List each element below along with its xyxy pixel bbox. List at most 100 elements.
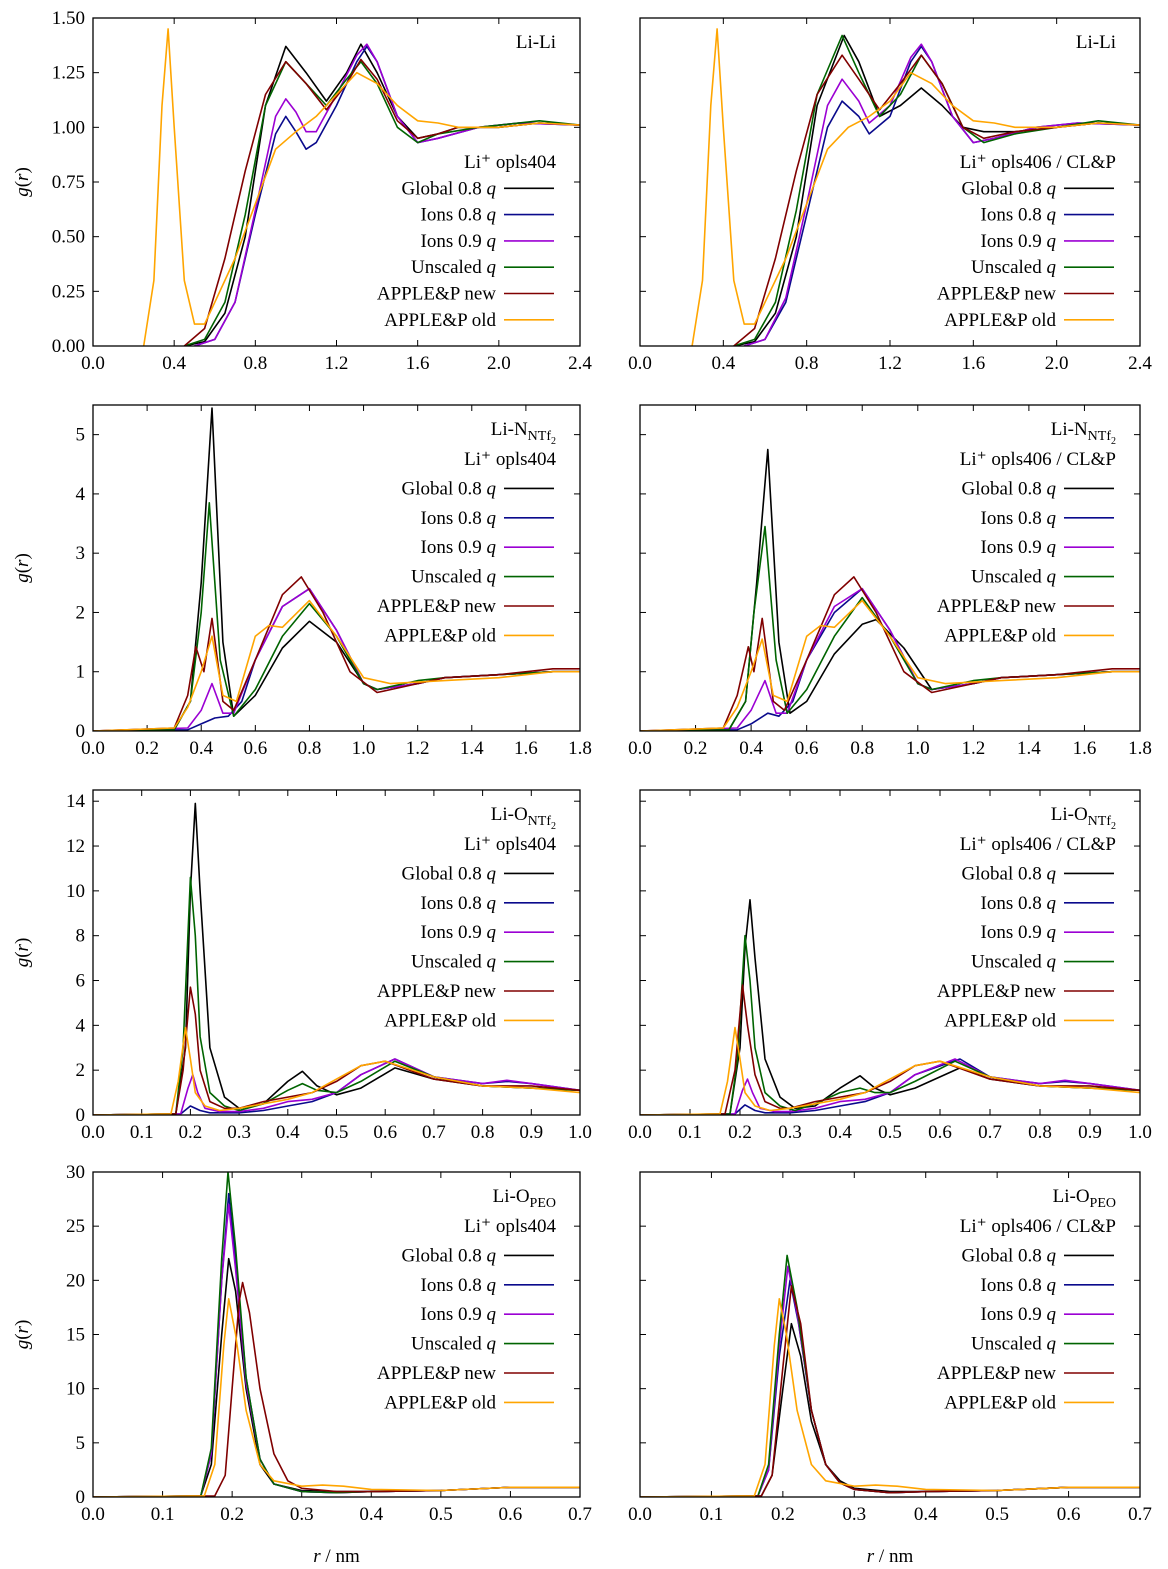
x-tick-label: 0.5 bbox=[878, 1122, 902, 1143]
legend-text: Global 0.8 bbox=[402, 178, 487, 199]
series-line-2 bbox=[93, 587, 580, 731]
plot-frame bbox=[639, 404, 1141, 732]
legend-text-q: q bbox=[1047, 922, 1057, 943]
legend-label-5: APPLE&P new bbox=[377, 981, 496, 1002]
x-tick-label: 0.4 bbox=[162, 353, 186, 374]
legend-label-1: Global 0.8 q bbox=[402, 863, 497, 884]
y-label-paren: ) bbox=[12, 938, 33, 944]
y-label-paren: ) bbox=[12, 1320, 33, 1326]
legend-text: Ions 0.8 bbox=[421, 1275, 487, 1296]
panel-subtitle: Li⁺ opls404 bbox=[464, 834, 556, 855]
x-tick-label: 0.0 bbox=[628, 1504, 652, 1525]
x-tick-label: 0.1 bbox=[700, 1504, 724, 1525]
legend-label-1: Global 0.8 q bbox=[962, 478, 1057, 499]
series-line-6 bbox=[93, 599, 580, 731]
legend-text-q: q bbox=[1047, 1245, 1057, 1266]
legend-label-2: Ions 0.8 q bbox=[981, 205, 1057, 226]
legend-text: Global 0.8 bbox=[962, 478, 1047, 499]
legend-text: Global 0.8 bbox=[962, 178, 1047, 199]
legend-label-3: Ions 0.9 q bbox=[981, 1304, 1057, 1325]
panel-title: Li-NNTf2 bbox=[1051, 419, 1116, 447]
x-tick-label: 0.3 bbox=[778, 1122, 802, 1143]
y-label-paren: ( bbox=[12, 1333, 33, 1339]
x-tick-label: 0.8 bbox=[471, 1122, 495, 1143]
series-group bbox=[93, 802, 580, 1115]
x-tick-label: 0.2 bbox=[684, 738, 708, 759]
panel-subtitle: Li⁺ opls406 / CL&P bbox=[960, 1216, 1116, 1237]
legend-text: Ions 0.8 bbox=[421, 205, 487, 226]
y-tick-label: 1.25 bbox=[52, 63, 85, 84]
legend-text: Unscaled bbox=[411, 1334, 486, 1355]
series-line-5 bbox=[640, 576, 1140, 731]
x-tick-label: 0.2 bbox=[179, 1122, 203, 1143]
panel-title-main: Li-O bbox=[493, 1186, 530, 1207]
x-tick-label: 0.8 bbox=[243, 353, 267, 374]
legend-text-q: q bbox=[1047, 567, 1057, 588]
series-line-1 bbox=[93, 1257, 580, 1497]
legend-label-2: Ions 0.8 q bbox=[981, 508, 1057, 529]
x-tick-label: 0.4 bbox=[189, 738, 213, 759]
legend-text: APPLE&P new bbox=[937, 284, 1056, 305]
legend-text: APPLE&P old bbox=[944, 310, 1056, 331]
legend-text-q: q bbox=[1047, 863, 1057, 884]
panel-1: 0.0 0.4 0.8 1.2 1.6 2.0 2.4 0.00 0.25 0.50 0.75 1.0… bbox=[12, 8, 592, 374]
panel-title-main: Li-O bbox=[1053, 1186, 1090, 1207]
legend-text: Unscaled bbox=[971, 257, 1046, 278]
x-label-r: r bbox=[313, 1546, 321, 1567]
plot-frame bbox=[639, 789, 1141, 1116]
legend-label-1: Global 0.8 q bbox=[962, 178, 1057, 199]
series-line-6 bbox=[93, 1298, 580, 1497]
y-axis-label: g(r) bbox=[12, 938, 33, 968]
series-line-4 bbox=[640, 1254, 1140, 1497]
x-tick-label: 2.0 bbox=[1045, 353, 1069, 374]
series-line-4 bbox=[184, 60, 580, 346]
y-label-paren: ( bbox=[12, 181, 33, 187]
series-line-3 bbox=[93, 587, 580, 731]
legend-text-q: q bbox=[1047, 1334, 1057, 1355]
x-tick-label: 0.0 bbox=[81, 738, 105, 759]
y-label-paren: ( bbox=[12, 567, 33, 573]
legend-text: Ions 0.9 bbox=[421, 537, 487, 558]
panel-title-main: Li-N bbox=[491, 419, 528, 440]
x-tick-label: 0.4 bbox=[276, 1122, 300, 1143]
plot-frame bbox=[92, 17, 581, 347]
y-label-paren: ) bbox=[12, 167, 33, 173]
y-tick-label: 0.00 bbox=[52, 336, 85, 357]
legend-label-3: Ions 0.9 q bbox=[981, 537, 1057, 558]
plot-frame bbox=[92, 1171, 581, 1498]
x-tick-label: 0.6 bbox=[1057, 1504, 1081, 1525]
x-tick-label: 1.2 bbox=[406, 738, 430, 759]
legend-text-q: q bbox=[487, 567, 497, 588]
x-tick-label: 2.4 bbox=[568, 353, 592, 374]
series-line-1 bbox=[640, 1322, 1140, 1497]
y-tick-label: 10 bbox=[66, 881, 85, 902]
legend-label-3: Ions 0.9 q bbox=[981, 922, 1057, 943]
x-tick-label: 0.5 bbox=[429, 1504, 453, 1525]
x-tick-label: 0.0 bbox=[81, 353, 105, 374]
series-line-6 bbox=[640, 1298, 1140, 1497]
legend-label-5: APPLE&P new bbox=[377, 596, 496, 617]
x-tick-label: 1.6 bbox=[1073, 738, 1097, 759]
legend-text: Unscaled bbox=[971, 567, 1046, 588]
y-tick-label: 25 bbox=[66, 1216, 85, 1237]
plot-frame bbox=[639, 1171, 1141, 1498]
panel-title-main: Li-Li bbox=[516, 32, 556, 53]
legend-text-q: q bbox=[1047, 1275, 1057, 1296]
y-label-r: r bbox=[12, 1325, 33, 1333]
series-line-4 bbox=[640, 525, 1140, 731]
x-tick-label: 0.6 bbox=[795, 738, 819, 759]
legend-label-1: Global 0.8 q bbox=[962, 1245, 1057, 1266]
x-tick-label: 0.4 bbox=[711, 353, 735, 374]
series-line-3 bbox=[743, 43, 1140, 346]
y-tick-label: 4 bbox=[76, 484, 86, 505]
legend-label-4: Unscaled q bbox=[971, 567, 1056, 588]
y-tick-label: 0 bbox=[76, 1487, 86, 1508]
series-line-2 bbox=[640, 1279, 1140, 1497]
y-label-g: g bbox=[12, 187, 33, 197]
panel-title-sub: NTf bbox=[1088, 814, 1112, 829]
x-tick-label: 1.4 bbox=[1017, 738, 1041, 759]
x-tick-label: 0.4 bbox=[739, 738, 763, 759]
legend-label-2: Ions 0.8 q bbox=[421, 1275, 497, 1296]
y-axis-label: g(r) bbox=[12, 167, 33, 197]
